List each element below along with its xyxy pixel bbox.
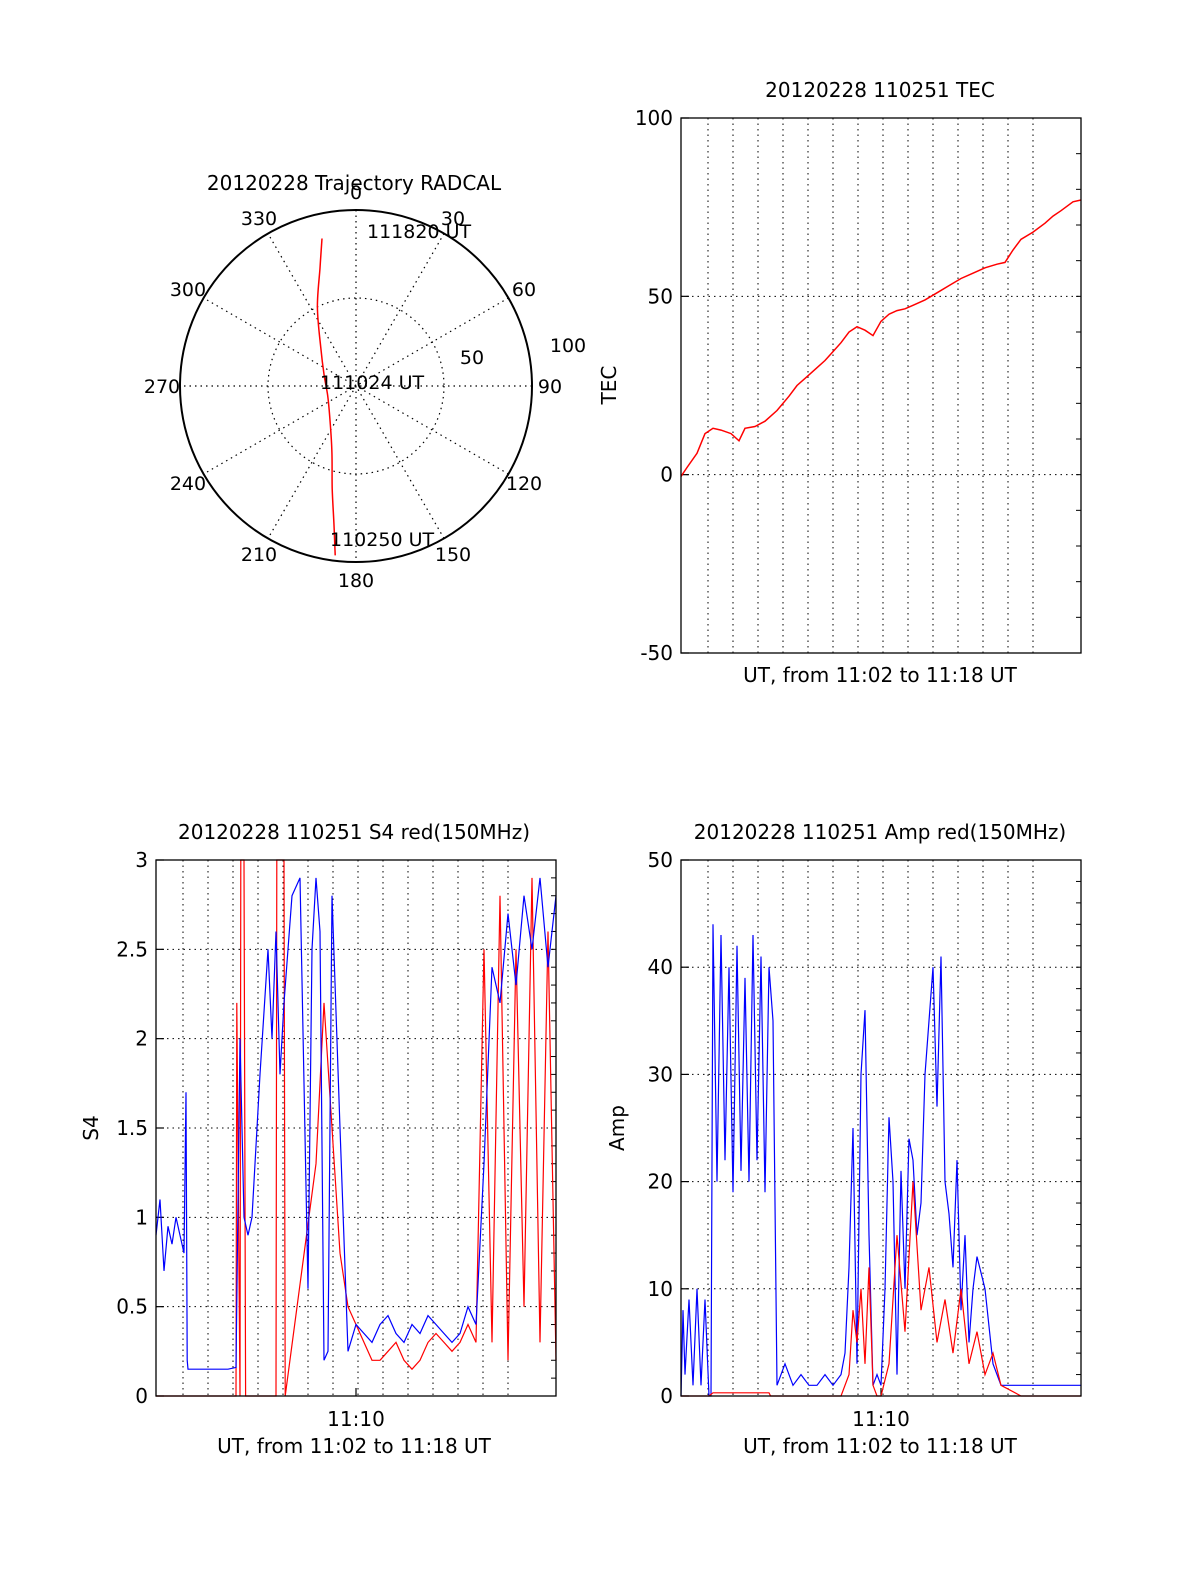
s4-ticks: 0 0.5 1 1.5 2 2.5 3 11:10 [116, 848, 556, 1431]
s4-ytick-label: 1 [135, 1205, 148, 1229]
polar-panel: 20120228 Trajectory RADCAL 0 30 60 90 120 150… [144, 171, 586, 592]
s4-title: 20120228 110251 S4 red(150MHz) [178, 820, 530, 844]
polar-angle-label: 0 [350, 182, 362, 204]
tec-series-line [680, 199, 1082, 477]
amp-ytick-label: 50 [648, 848, 673, 872]
polar-radial-tick-100: 100 [550, 335, 586, 357]
polar-angle-label: 210 [241, 544, 277, 566]
s4-ytick-label: 1.5 [116, 1116, 148, 1140]
s4-blue-series-line [155, 877, 557, 1370]
tec-ytick-label: 50 [648, 284, 673, 308]
tec-grid [681, 118, 1081, 653]
amp-grid [681, 860, 1081, 1396]
tec-plot-frame [680, 117, 1082, 654]
tec-panel: 20120228 110251 TEC -50 0 50 100 TEC UT, fr… [597, 78, 1082, 687]
tec-ytick-label: 100 [635, 106, 673, 130]
amp-blue-series-line [680, 924, 1081, 1397]
amp-ytick-label: 40 [648, 955, 673, 979]
polar-grid-spoke [267, 233, 445, 539]
amp-xlabel: UT, from 11:02 to 11:18 UT [743, 1434, 1018, 1458]
polar-angle-label: 300 [170, 279, 206, 301]
polar-trajectory-line [316, 238, 336, 556]
tec-ylabel: TEC [597, 366, 621, 406]
s4-ytick-label: 2 [135, 1027, 148, 1051]
polar-angle-labels: 0 30 60 90 120 150 180 210 240 270 300 330 [144, 182, 562, 592]
polar-angle-label: 30 [441, 208, 465, 230]
polar-annotation-end: 111820 UT [367, 221, 471, 243]
tec-xlabel: UT, from 11:02 to 11:18 UT [743, 663, 1018, 687]
polar-angle-label: 90 [538, 376, 562, 398]
amp-ytick-label: 10 [648, 1277, 673, 1301]
polar-grid [180, 210, 532, 562]
tec-y-ticks: -50 0 50 100 [635, 106, 1081, 665]
polar-angle-label: 240 [170, 473, 206, 495]
polar-title: 20120228 Trajectory RADCAL [207, 171, 502, 195]
amp-ticks: 0 10 20 30 40 50 11:10 [648, 848, 1081, 1431]
s4-ytick-label: 0.5 [116, 1295, 148, 1319]
s4-grid [156, 860, 556, 1396]
amp-title: 20120228 110251 Amp red(150MHz) [694, 820, 1066, 844]
polar-annotation-start: 110250 UT [330, 529, 434, 551]
polar-angle-label: 60 [512, 279, 536, 301]
amp-ytick-label: 0 [660, 1384, 673, 1408]
amp-ylabel: Amp [605, 1105, 629, 1151]
s4-ytick-label: 0 [135, 1384, 148, 1408]
amp-panel: 20120228 110251 Amp red(150MHz) 0 10 20 30 4… [605, 820, 1082, 1458]
polar-angle-label: 120 [506, 473, 542, 495]
amp-red-series-line [681, 1181, 1081, 1397]
polar-annotation-mid: 111024 UT [320, 372, 424, 394]
amp-ytick-label: 20 [648, 1170, 673, 1194]
tec-title: 20120228 110251 TEC [765, 78, 995, 102]
polar-radial-tick-50: 50 [460, 347, 484, 369]
s4-xtick-label: 11:10 [327, 1407, 385, 1431]
polar-angle-label: 150 [435, 544, 471, 566]
s4-ylabel: S4 [79, 1115, 103, 1140]
polar-angle-label: 270 [144, 376, 180, 398]
polar-angle-label: 180 [338, 570, 374, 592]
s4-red-series-line [156, 859, 557, 1397]
amp-xtick-label: 11:10 [852, 1407, 910, 1431]
tec-ytick-label: 0 [660, 463, 673, 487]
amp-plot-frame [680, 859, 1082, 1397]
s4-xlabel: UT, from 11:02 to 11:18 UT [217, 1434, 492, 1458]
s4-plot-frame [155, 859, 557, 1397]
amp-ytick-label: 30 [648, 1062, 673, 1086]
s4-ytick-label: 2.5 [116, 937, 148, 961]
tec-ytick-label: -50 [640, 641, 673, 665]
s4-panel: 20120228 110251 S4 red(150MHz) 0 0.5 1 1.5 2… [79, 820, 557, 1458]
s4-ytick-label: 3 [135, 848, 148, 872]
polar-angle-label: 330 [241, 208, 277, 230]
